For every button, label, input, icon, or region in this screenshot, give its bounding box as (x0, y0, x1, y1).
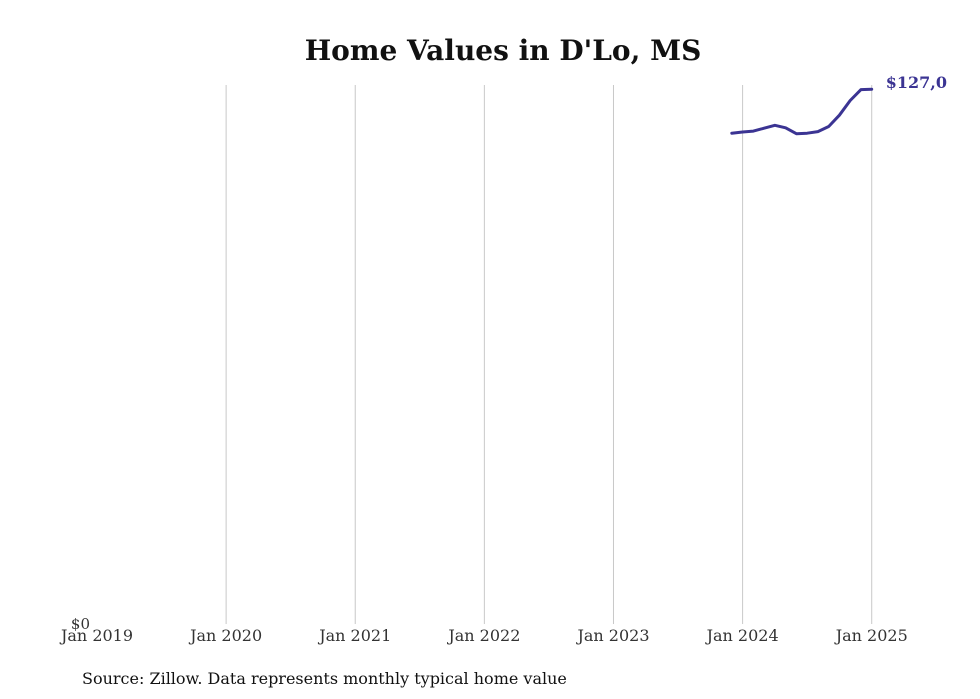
series-end-label: $127,0 (886, 73, 947, 92)
x-tick-label: Jan 2022 (446, 626, 520, 645)
y-tick-label: $0 (71, 615, 90, 633)
x-tick-label: Jan 2024 (705, 626, 779, 645)
series-line (730, 87, 874, 136)
x-axis-ticks: Jan 2019 Jan 2020 Jan 2021 Jan 2022 Jan 2023… (59, 626, 908, 645)
x-tick-label: Jan 2021 (317, 626, 391, 645)
source-note: Source: Zillow. Data represents monthly … (82, 669, 567, 688)
x-tick-label: Jan 2023 (575, 626, 649, 645)
x-tick-label: Jan 2019 (59, 626, 133, 645)
gridlines (225, 85, 873, 624)
y-axis-ticks: $0 (71, 615, 90, 633)
chart-title: Home Values in D'Lo, MS (305, 34, 702, 67)
series-layer: $127,0 (730, 73, 947, 136)
x-tick-label: Jan 2025 (834, 626, 908, 645)
x-tick-label: Jan 2020 (188, 626, 262, 645)
